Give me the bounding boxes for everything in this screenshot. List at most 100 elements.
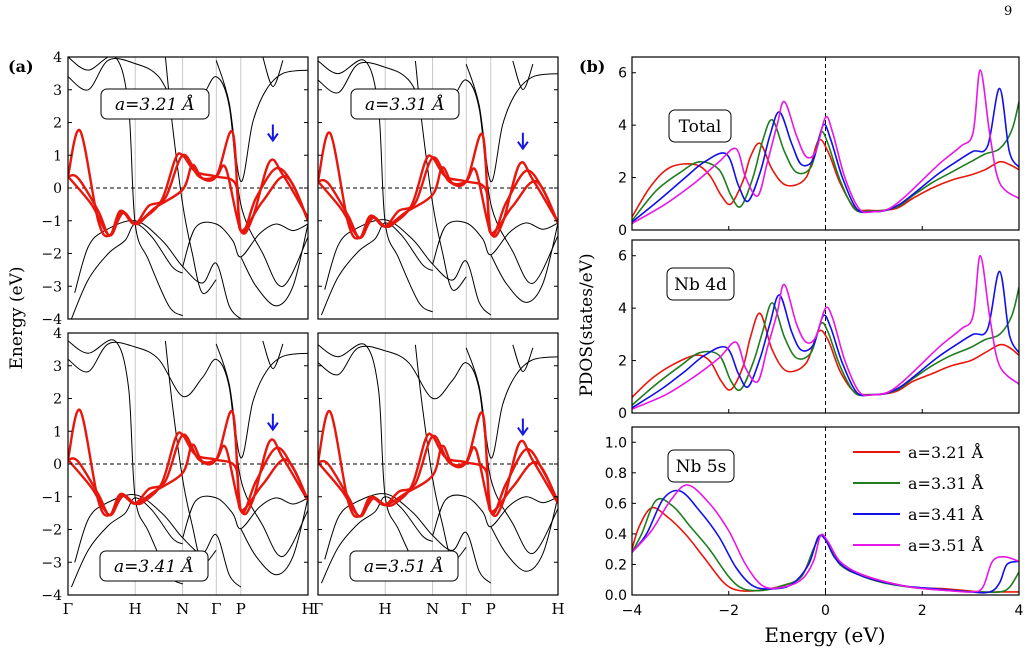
band-y-axis-label: Energy (eV) xyxy=(7,266,27,369)
band-lines xyxy=(318,343,558,584)
band-black-line xyxy=(512,60,534,91)
band-red-line xyxy=(318,432,558,518)
dos-panel-2: 0 2 4 6 Nb 4d xyxy=(618,239,1020,422)
page-number: 9 xyxy=(1004,4,1013,19)
band-red-line xyxy=(318,161,558,240)
y-tick-label: 3 xyxy=(53,359,62,375)
band-panel-2: a=3.31 Å xyxy=(317,56,559,320)
y-tick-label: −3 xyxy=(41,555,62,571)
lattice-label-box xyxy=(349,550,459,582)
band-black-line xyxy=(465,347,558,459)
band-red-line xyxy=(68,152,308,237)
x-tick-label: −4 xyxy=(622,603,643,619)
dos-title-box xyxy=(667,449,735,483)
dos-series-line xyxy=(632,287,1019,406)
band-black-line xyxy=(240,223,308,307)
band-black-line xyxy=(324,493,492,584)
band-red-line xyxy=(68,129,308,238)
dos-title: Nb 5s xyxy=(676,457,727,477)
y-tick-label: 6 xyxy=(618,249,627,265)
y-tick-label: 3 xyxy=(53,83,62,99)
dos-series-line xyxy=(632,489,1019,594)
band-black-line xyxy=(432,220,558,265)
y-tick-label: −1 xyxy=(41,490,62,506)
band-panel-4: a=3.51 ÅΓ H N Γ P H xyxy=(313,332,565,618)
band-black-line xyxy=(318,343,433,581)
y-tick-label: 4 xyxy=(618,301,627,317)
y-tick-label: 0.2 xyxy=(605,557,627,573)
band-black-line xyxy=(74,494,242,588)
kpoint-label: N xyxy=(176,600,189,618)
blue-arrow-head xyxy=(267,422,279,432)
kpoint-label: P xyxy=(486,600,496,618)
blue-arrow-head xyxy=(267,132,279,143)
y-tick-label: −1 xyxy=(41,214,62,230)
y-tick-label: 0.0 xyxy=(605,588,627,604)
band-black-line xyxy=(182,495,308,539)
band-black-line xyxy=(68,57,183,317)
legend-label: a=3.51 Å xyxy=(908,535,984,555)
panel-label-b: (b) xyxy=(579,57,605,76)
y-tick-label: 0 xyxy=(53,181,62,197)
lattice-label-box xyxy=(100,88,210,120)
lattice-label: a=3.41 Å xyxy=(114,556,194,577)
band-black-line xyxy=(320,222,433,316)
band-black-line xyxy=(70,497,183,588)
band-red-line xyxy=(318,439,558,518)
band-black-line xyxy=(318,345,558,554)
band-black-line xyxy=(465,63,558,183)
y-tick-label: −3 xyxy=(41,279,62,295)
blue-arrow-head xyxy=(517,141,529,151)
dos-series-line xyxy=(632,312,1019,398)
band-black-line xyxy=(240,497,308,576)
panel-label-a: (a) xyxy=(8,57,34,76)
kpoint-label: P xyxy=(236,600,246,618)
band-red-line xyxy=(318,154,558,240)
y-tick-label: 2 xyxy=(618,354,627,370)
dos-y-axis-label: PDOS(states/eV) xyxy=(577,253,597,396)
y-tick-label: 2 xyxy=(53,392,62,408)
band-black-line xyxy=(318,59,433,313)
dos-series-line xyxy=(632,484,1019,593)
dos-x-axis-label: Energy (eV) xyxy=(764,623,885,647)
y-tick-label: −4 xyxy=(41,588,62,604)
x-tick-label: 4 xyxy=(1015,603,1024,619)
x-tick-label: 2 xyxy=(918,603,927,619)
y-tick-label: 0.8 xyxy=(605,466,627,482)
y-tick-label: 0 xyxy=(53,457,62,473)
band-black-line xyxy=(74,220,242,319)
lattice-label-box xyxy=(350,88,460,120)
kpoint-label: H xyxy=(551,600,564,618)
dos-lines xyxy=(632,254,1019,410)
band-black-line xyxy=(512,344,534,373)
legend: a=3.21 Å a=3.31 Å a=3.41 Å a=3.51 Å xyxy=(853,442,984,555)
band-lines xyxy=(68,339,308,588)
dos-lines xyxy=(632,484,1019,594)
y-tick-label: 4 xyxy=(53,326,62,342)
y-tick-label: 2 xyxy=(53,116,62,132)
y-tick-label: 0 xyxy=(618,223,627,239)
dos-series-line xyxy=(632,270,1019,409)
legend-label: a=3.41 Å xyxy=(908,504,984,524)
band-black-line xyxy=(68,341,308,557)
dos-series-line xyxy=(632,138,1019,218)
kpoint-label: Γ xyxy=(313,600,323,618)
kpoint-label: H xyxy=(301,600,314,618)
y-tick-label: 2 xyxy=(618,171,627,187)
y-tick-label: 4 xyxy=(618,118,627,134)
band-black-line xyxy=(215,60,308,182)
band-black-line xyxy=(68,339,183,585)
dos-panel-3: 0.0 0.2 0.4 0.6 0.8 1.0 Nb 5s −4 −2 0 2 4 xyxy=(605,426,1024,619)
lattice-label: a=3.31 Å xyxy=(365,94,445,115)
y-tick-label: 4 xyxy=(53,50,62,66)
band-panel-1: −4 −3 −2 −1 0 1 2 3 4 a=3.21 Å xyxy=(41,50,309,328)
kpoint-label: H xyxy=(379,600,392,618)
y-tick-label: 6 xyxy=(618,66,627,82)
kpoint-label: Γ xyxy=(211,600,221,618)
band-black-line xyxy=(262,57,284,88)
dos-title: Nb 4d xyxy=(674,275,727,295)
y-tick-label: 0.6 xyxy=(605,496,627,512)
y-tick-label: 1.0 xyxy=(605,435,627,451)
band-black-line xyxy=(324,219,492,316)
